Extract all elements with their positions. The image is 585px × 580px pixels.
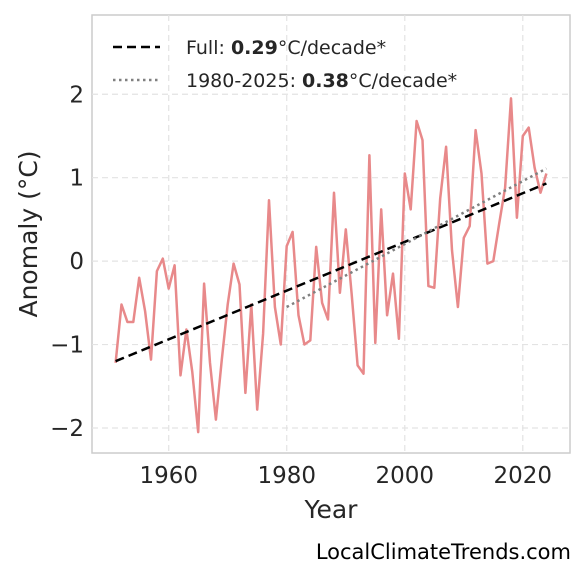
y-tick-label: 1 [69, 166, 84, 192]
x-tick-label: 2020 [494, 463, 553, 489]
x-tick-label: 1960 [139, 463, 198, 489]
legend-series-name: 1980-2025: [186, 70, 302, 92]
x-axis-label: Year [304, 495, 359, 524]
watermark: LocalClimateTrends.com [315, 540, 571, 564]
y-tick-label: −1 [50, 333, 84, 359]
series-line-0 [114, 97, 548, 434]
grid [92, 15, 570, 453]
legend-trend-rate: 0.29 [231, 37, 278, 59]
series-line-2 [286, 167, 547, 309]
x-tick-label: 1980 [257, 463, 316, 489]
x-tick-label: 2000 [375, 463, 434, 489]
tick-labels: 1960 1980 2000 2020 −2 −1 0 1 2 [50, 82, 552, 489]
legend-series-name: Full: [186, 37, 231, 59]
legend-trend-unit: °C/decade* [278, 37, 386, 59]
y-axis-label: Anomaly (°C) [14, 150, 43, 317]
y-tick-label: 0 [69, 249, 84, 275]
series-layer [114, 97, 548, 434]
legend-entry-1: Full: 0.29°C/decade* [186, 37, 386, 59]
y-tick-label: 2 [69, 82, 84, 108]
legend: Full: 0.29°C/decade*1980-2025: 0.38°C/de… [113, 37, 457, 92]
legend-trend-rate: 0.38 [302, 70, 349, 92]
legend-trend-unit: °C/decade* [349, 70, 457, 92]
series-line-1 [115, 182, 547, 363]
legend-entry-2: 1980-2025: 0.38°C/decade* [186, 70, 457, 92]
y-tick-label: −2 [50, 416, 84, 442]
